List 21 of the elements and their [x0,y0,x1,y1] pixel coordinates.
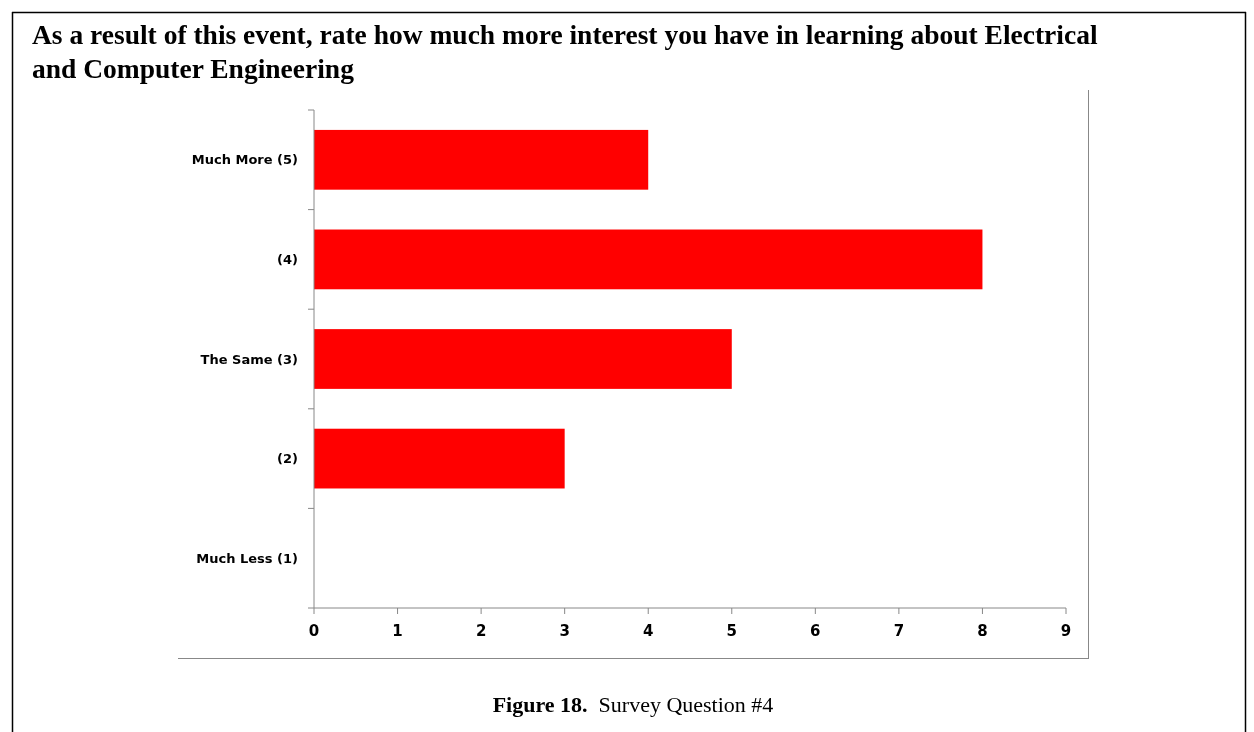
x-tick-label: 7 [893,622,905,640]
x-tick-label: 3 [559,622,570,640]
x-tick-label: 4 [643,622,654,640]
y-tick-label: Much More (5) [191,152,298,168]
x-tick-label: 9 [1060,622,1072,640]
x-tick-label: 8 [977,622,988,640]
x-tick-label: 6 [810,622,821,640]
y-tick-label: Much Less (1) [196,550,298,566]
y-tick-label: (4) [277,251,298,267]
bar [314,229,983,290]
bar [314,329,732,389]
x-tick-label: 0 [308,622,320,640]
x-tick-label: 1 [392,622,403,640]
chart-title: As a result of this event, rate how much more interest you have in learning about Electrical and Computer Engineering [32,18,1099,86]
bar [314,428,565,489]
caption: Figure 18. Survey Question #4 [492,692,774,717]
y-tick-label: (2) [277,451,298,467]
x-tick-label: 2 [475,622,487,640]
x-tick-label: 5 [726,622,737,640]
bar [314,129,649,190]
y-tick-label: The Same (3) [200,351,298,367]
